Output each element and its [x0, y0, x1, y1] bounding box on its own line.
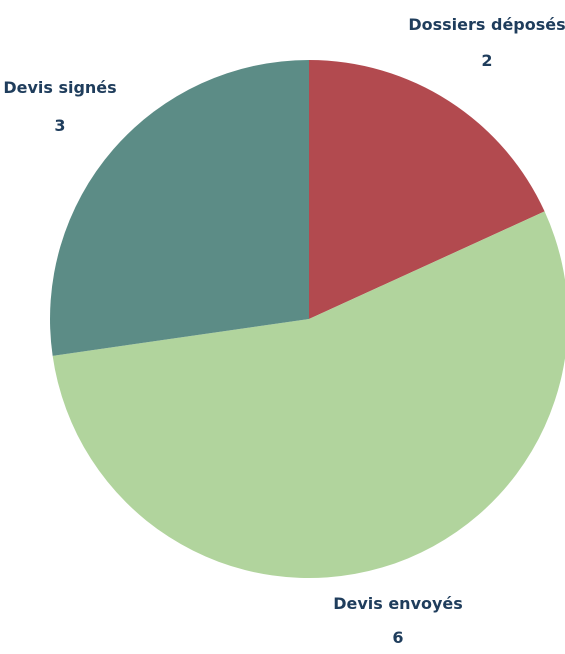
pie-labels: Dossiers déposés 2 Devis envoyés 6 Devis sig… — [3, 15, 565, 647]
slice-value-dossiers-deposes: 2 — [481, 51, 492, 70]
pie-slices — [50, 60, 565, 579]
pie-slice-dossiers-deposes — [309, 60, 545, 319]
pie-slice-devis-signes — [50, 60, 309, 356]
slice-label-devis-signes: Devis signés — [3, 78, 116, 97]
slice-label-devis-envoyes: Devis envoyés — [333, 594, 463, 613]
slice-label-dossiers-deposes: Dossiers déposés — [408, 15, 565, 34]
slice-value-devis-envoyes: 6 — [392, 628, 403, 647]
pie-slice-devis-envoyes — [52, 211, 565, 579]
slice-value-devis-signes: 3 — [54, 116, 65, 135]
